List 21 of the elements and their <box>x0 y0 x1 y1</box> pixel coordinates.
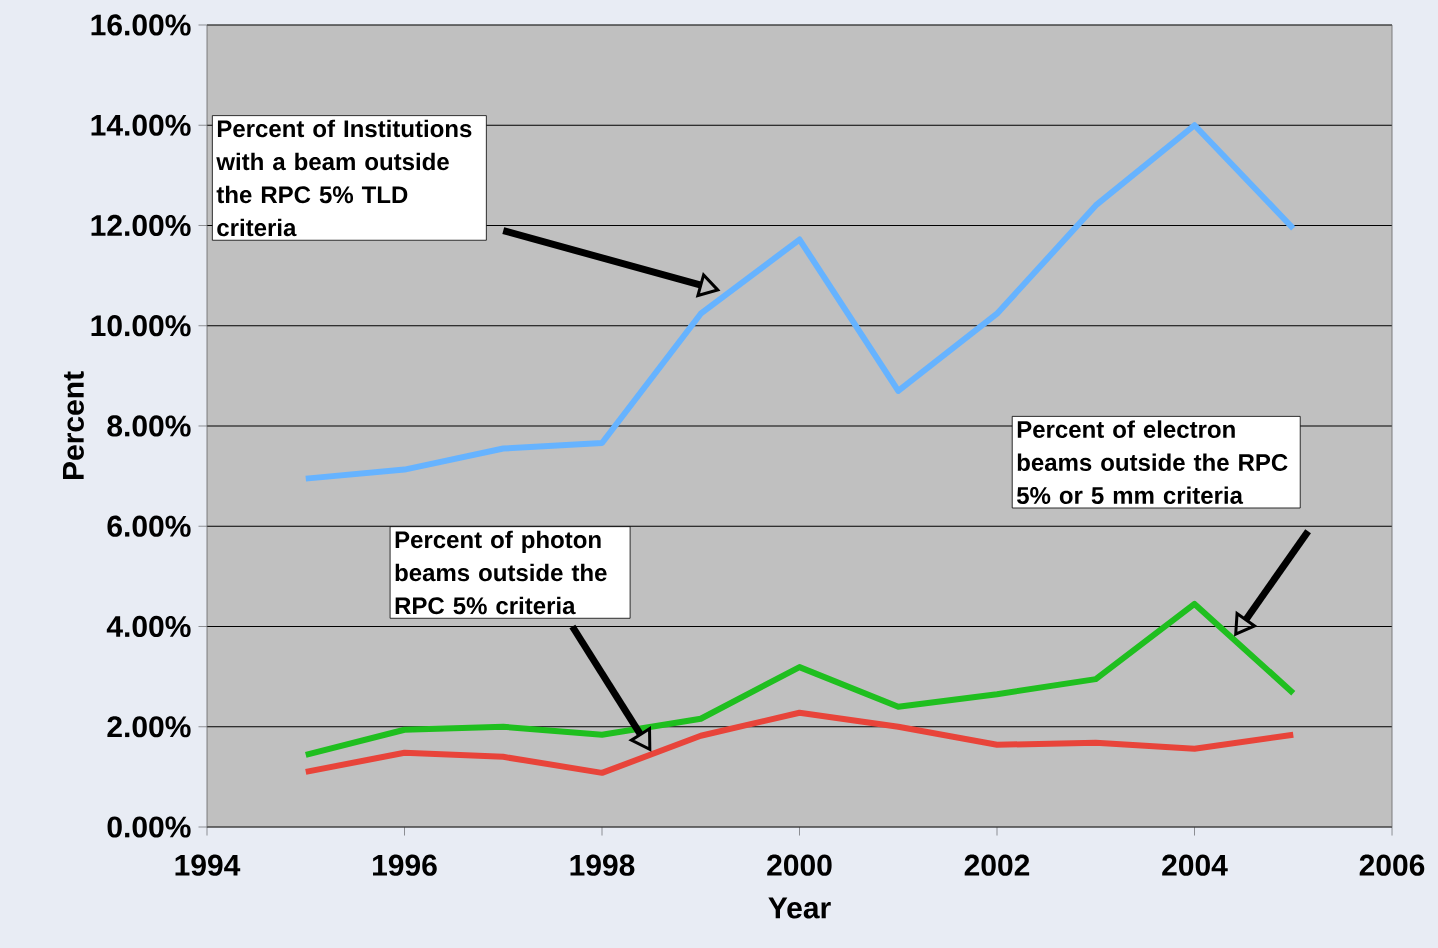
annotation: Percent of photon beams outside the RPC 5% criteria <box>395 530 607 615</box>
x-tick-label: 2004 <box>1162 854 1228 876</box>
y-tick-label: 16.00% <box>91 14 191 36</box>
x-tick-label: 2000 <box>767 854 832 876</box>
x-tick-label: 2006 <box>1359 854 1425 876</box>
y-tick-label: 8.00% <box>107 415 191 437</box>
y-tick-label: 0.00% <box>107 816 191 838</box>
annotation: Percent of Institutions with a beam outside the RPC 5% TLD criteria <box>216 119 472 237</box>
x-tick-label: 1994 <box>175 854 241 876</box>
y-tick-label: 10.00% <box>91 315 191 337</box>
x-tick-label: 1998 <box>570 854 635 876</box>
x-axis-title: Year <box>768 897 831 919</box>
y-axis-title: Percent <box>62 371 84 480</box>
x-tick-label: 2002 <box>964 854 1030 876</box>
y-tick-label: 2.00% <box>107 716 191 738</box>
x-tick-label: 1996 <box>373 854 437 876</box>
y-tick-label: 14.00% <box>91 114 191 136</box>
y-tick-label: 4.00% <box>106 615 191 638</box>
annotation: Percent of electron beams outside the RPC 5% or 5 mm criteria <box>1016 420 1288 504</box>
y-tick-label: 6.00% <box>107 515 191 537</box>
y-tick-label: 12.00% <box>91 214 191 237</box>
